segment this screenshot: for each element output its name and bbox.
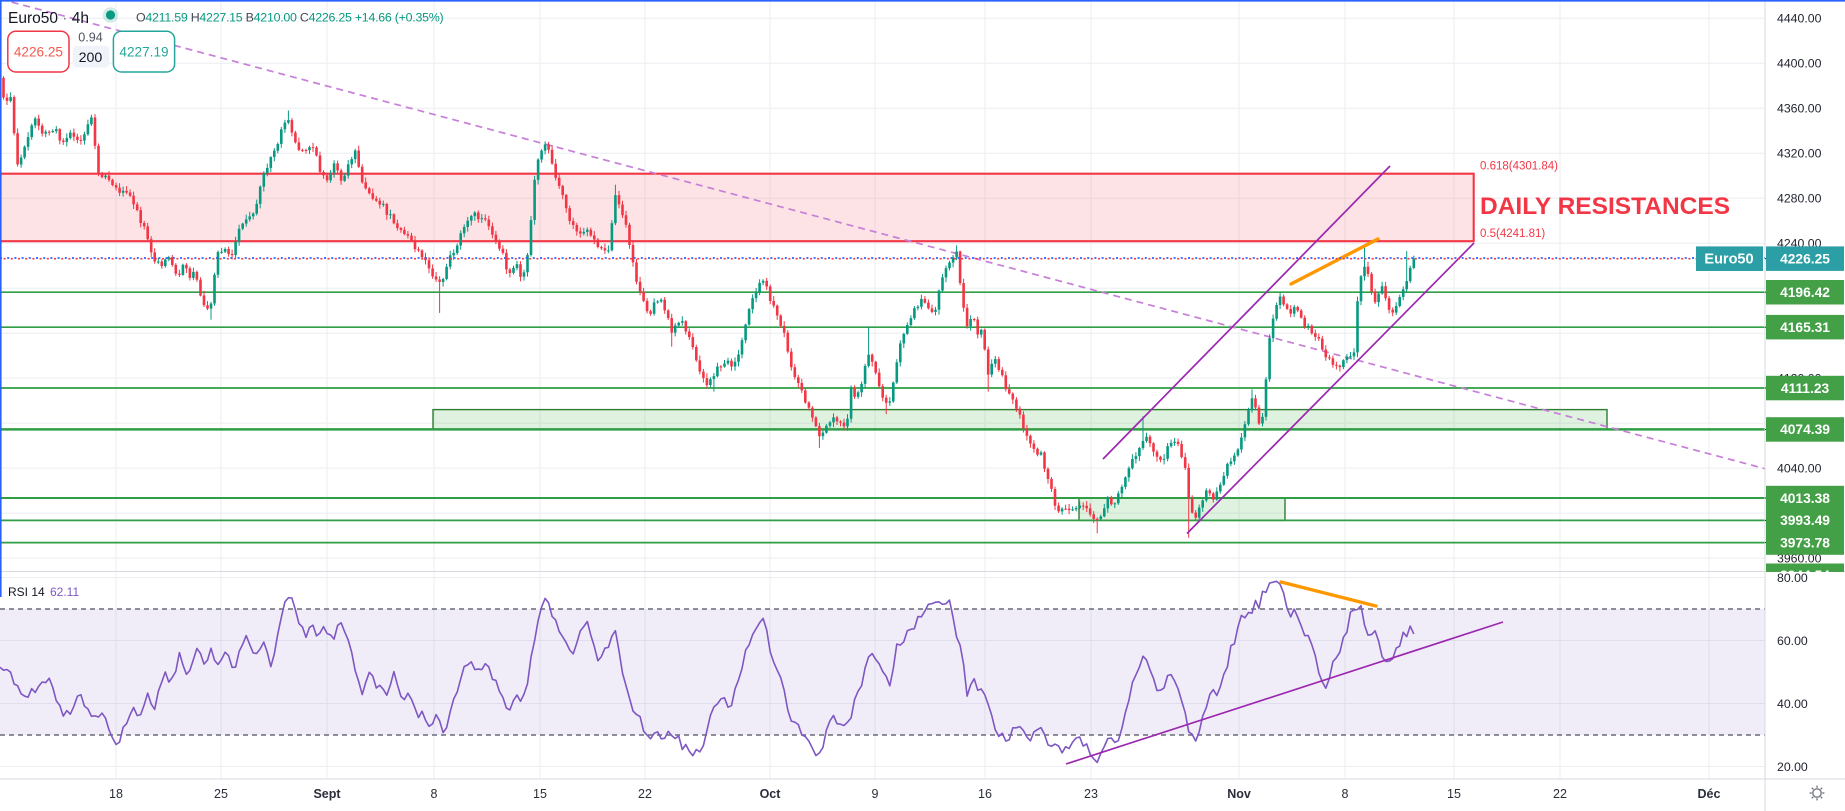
svg-text:Déc: Déc [1698, 787, 1721, 801]
svg-text:16: 16 [978, 787, 992, 801]
svg-text:4040.00: 4040.00 [1777, 461, 1822, 475]
svg-text:80.00: 80.00 [1777, 571, 1808, 585]
svg-text:4226.25: 4226.25 [14, 44, 63, 59]
svg-text:4280.00: 4280.00 [1777, 192, 1822, 206]
svg-text:40.00: 40.00 [1777, 697, 1808, 711]
svg-text:200: 200 [79, 50, 103, 66]
svg-text:60.00: 60.00 [1777, 634, 1808, 648]
svg-text:Sept: Sept [313, 787, 341, 801]
svg-text:3973.78: 3973.78 [1780, 535, 1830, 550]
svg-text:Euro50: Euro50 [1704, 252, 1753, 268]
svg-text:4013.38: 4013.38 [1780, 491, 1830, 506]
svg-text:9: 9 [872, 787, 879, 801]
svg-text:3993.49: 3993.49 [1780, 513, 1830, 528]
svg-text:15: 15 [1447, 787, 1461, 801]
svg-text:4227.19: 4227.19 [119, 44, 168, 59]
svg-text:RSI 14: RSI 14 [8, 585, 45, 599]
svg-text:22: 22 [1553, 787, 1567, 801]
svg-text:3944.54: 3944.54 [1780, 568, 1830, 583]
svg-text:Oct: Oct [760, 787, 782, 801]
svg-text:4074.39: 4074.39 [1780, 422, 1830, 437]
svg-text:4226.25: 4226.25 [1780, 252, 1830, 267]
svg-text:3960.00: 3960.00 [1777, 551, 1822, 565]
svg-text:4111.23: 4111.23 [1781, 381, 1830, 396]
svg-text:0.94: 0.94 [78, 30, 103, 44]
svg-text:23: 23 [1084, 787, 1098, 801]
svg-text:18: 18 [109, 787, 123, 801]
svg-text:22: 22 [638, 787, 652, 801]
svg-text:4400.00: 4400.00 [1777, 57, 1822, 71]
svg-text:4165.31: 4165.31 [1780, 320, 1830, 335]
svg-text:20.00: 20.00 [1777, 760, 1808, 774]
svg-text:DAILY RESISTANCES: DAILY RESISTANCES [1480, 193, 1730, 220]
svg-text:O4211.59 H4227.15 B4210.00 C42: O4211.59 H4227.15 B4210.00 C4226.25 +14.… [136, 11, 444, 25]
svg-text:0.5(4241.81): 0.5(4241.81) [1480, 228, 1545, 240]
svg-text:Euro50 · 4h: Euro50 · 4h [8, 10, 89, 27]
svg-text:8: 8 [1342, 787, 1349, 801]
svg-text:0.618(4301.84): 0.618(4301.84) [1480, 161, 1558, 173]
svg-text:4360.00: 4360.00 [1777, 102, 1822, 116]
svg-text:8: 8 [431, 787, 438, 801]
svg-text:4320.00: 4320.00 [1777, 147, 1822, 161]
svg-text:4196.42: 4196.42 [1780, 285, 1830, 300]
svg-text:25: 25 [214, 787, 228, 801]
svg-text:15: 15 [533, 787, 547, 801]
svg-text:62.11: 62.11 [50, 585, 79, 599]
svg-text:4440.00: 4440.00 [1777, 12, 1822, 26]
svg-text:Nov: Nov [1227, 787, 1251, 801]
